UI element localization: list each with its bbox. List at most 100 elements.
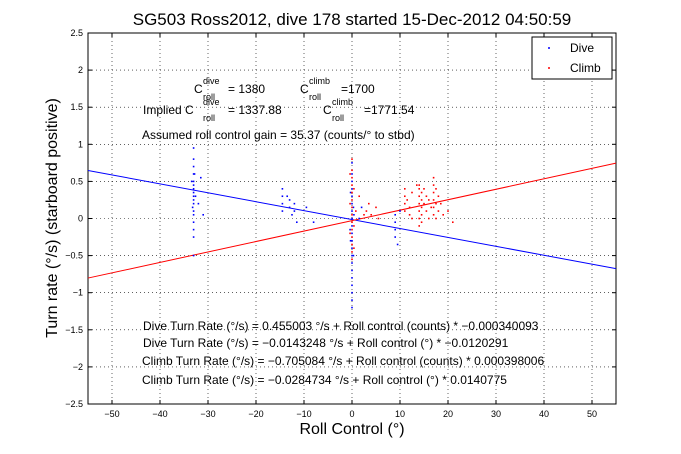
data-point-climb (435, 202, 437, 205)
data-point-climb (423, 188, 425, 190)
gain-annotation: Assumed roll control gain = 35.37 (count… (142, 128, 415, 142)
data-point-dive (349, 228, 351, 231)
data-point-climb (418, 217, 420, 220)
data-point-dive (281, 195, 284, 198)
data-point-dive (351, 262, 353, 264)
data-point-climb (351, 158, 353, 160)
data-point-dive (192, 191, 195, 194)
x-tick-label: −20 (248, 409, 263, 419)
croll-climb-value: =1700 (341, 82, 375, 96)
data-point-dive (349, 191, 352, 194)
implied-climb-label: C (323, 103, 332, 117)
implied-annotation: Implied C dive roll = 1337.88 C climb ro… (143, 97, 415, 123)
data-point-climb (351, 199, 353, 201)
data-point-dive (192, 188, 195, 190)
data-point-dive (291, 213, 293, 216)
data-point-dive (351, 202, 353, 205)
data-point-climb (351, 169, 353, 172)
data-point-climb (411, 191, 413, 194)
data-point-climb (351, 251, 353, 253)
data-point-climb (351, 243, 353, 246)
y-tick-label: 0.5 (70, 176, 83, 186)
data-point-climb (437, 195, 440, 198)
data-point-dive (351, 195, 353, 198)
legend-box (531, 36, 613, 80)
croll-dive-sup: dive (203, 76, 220, 86)
data-point-dive (352, 206, 355, 209)
y-tick-label: 1 (78, 139, 83, 149)
legend-label-dive: Dive (570, 41, 594, 55)
data-point-climb (442, 213, 444, 216)
implied-climb-value: =1771.54 (364, 103, 415, 117)
data-point-climb (358, 195, 360, 198)
y-tick-label: −0.5 (65, 251, 83, 261)
data-point-climb (351, 236, 353, 238)
data-point-dive (394, 228, 396, 231)
data-point-dive (353, 213, 355, 216)
data-point-climb (370, 213, 372, 216)
y-tick-label: 2.5 (70, 28, 83, 38)
chart-title: SG503 Ross2012, dive 178 started 15-Dec-… (133, 10, 572, 29)
data-point-climb (432, 176, 435, 179)
data-point-climb (351, 221, 353, 224)
data-point-climb (418, 225, 420, 227)
data-point-dive (192, 147, 195, 149)
data-point-climb (428, 217, 430, 220)
fit-line-climb (87, 162, 617, 279)
implied-dive-sub: roll (203, 113, 215, 123)
data-point-climb (432, 184, 435, 186)
data-point-dive (351, 284, 353, 287)
data-point-dive (396, 243, 399, 246)
data-point-dive (351, 277, 353, 279)
data-point-climb (363, 213, 365, 216)
x-tick-label: −50 (104, 409, 119, 419)
data-point-dive (351, 299, 353, 301)
data-point-climb (351, 176, 353, 179)
data-point-climb (353, 188, 355, 190)
data-point-climb (428, 199, 430, 201)
x-ticks: −50 −40 −30 −20 −10 0 10 20 30 40 50 (104, 33, 597, 419)
croll-dive-sub: roll (203, 92, 215, 102)
fit-line-dive (87, 169, 617, 270)
x-tick-label: −40 (152, 409, 167, 419)
data-point-dive (351, 247, 353, 249)
data-point-dive (192, 221, 195, 224)
data-point-climb (452, 221, 454, 224)
data-point-dive (192, 236, 195, 238)
croll-annotation: C dive roll = 1380 C climb roll =1700 (194, 76, 375, 102)
data-point-climb (423, 202, 425, 205)
data-point-dive (358, 217, 360, 220)
data-point-dive (351, 291, 353, 294)
data-point-climb (408, 213, 411, 216)
data-point-dive (192, 165, 195, 168)
data-point-climb (447, 210, 449, 212)
data-point-climb (351, 228, 353, 231)
data-point-climb (420, 221, 423, 224)
data-point-climb (375, 206, 377, 209)
data-point-dive (351, 210, 353, 212)
data-point-climb (351, 206, 353, 209)
data-point-climb (377, 217, 380, 220)
data-point-dive (192, 210, 195, 212)
data-point-climb (420, 191, 423, 194)
equation-climb-degrees: Climb Turn Rate (°/s) = −0.0284734 °/s +… (142, 373, 507, 387)
x-tick-label: 0 (349, 409, 354, 419)
croll-dive-value: = 1380 (228, 82, 265, 96)
data-point-dive (394, 221, 396, 224)
y-ticks: 2.5 2 1.5 1 0.5 0 −0.5 −1 −1.5 −2 −2.5 (65, 28, 616, 409)
data-point-climb (349, 202, 351, 205)
data-point-dive (192, 158, 195, 160)
x-tick-label: 50 (587, 409, 597, 419)
data-point-climb (355, 210, 357, 212)
data-point-climb (351, 184, 353, 186)
data-point-climb (432, 206, 435, 209)
data-point-dive (351, 188, 353, 190)
data-point-climb (432, 199, 435, 201)
data-point-dive (293, 202, 296, 205)
data-point-dive (351, 180, 353, 183)
data-point-climb (437, 210, 440, 212)
croll-dive-label: C (194, 82, 203, 96)
data-point-dive (351, 254, 353, 257)
data-point-dive (190, 180, 193, 183)
